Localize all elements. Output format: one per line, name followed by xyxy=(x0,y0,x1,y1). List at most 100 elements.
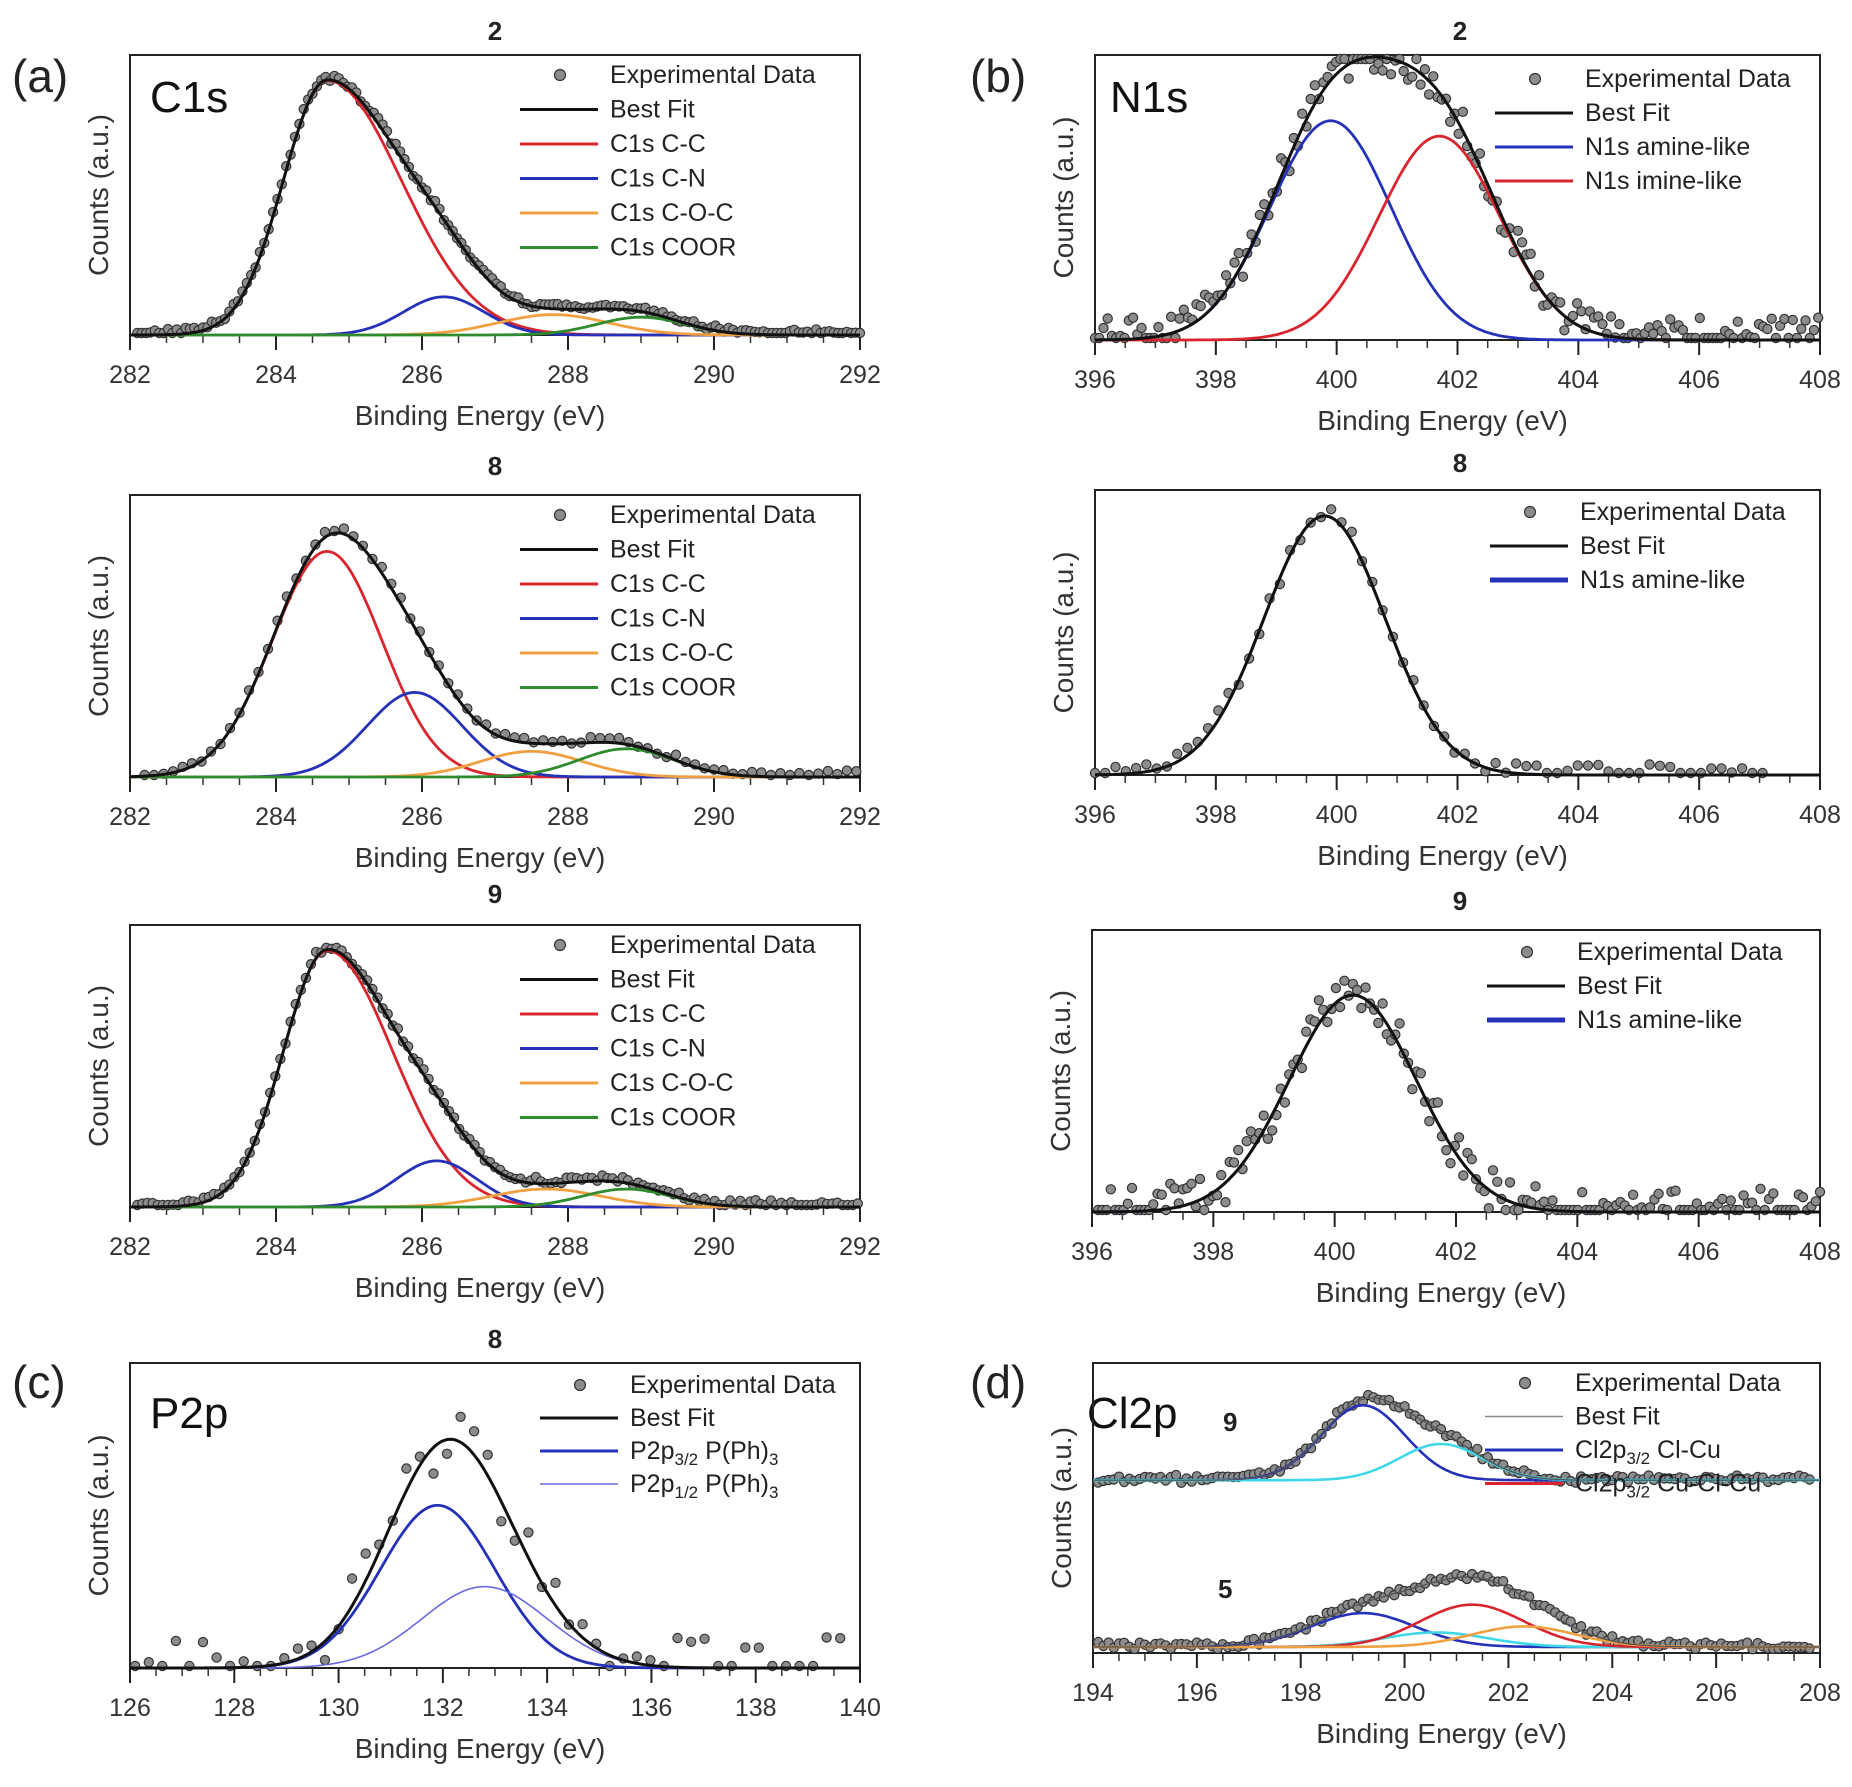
sample-title: 8 xyxy=(488,1324,502,1354)
data-point xyxy=(143,1656,154,1668)
data-point xyxy=(1732,316,1744,327)
x-tick-label: 398 xyxy=(1195,366,1237,394)
legend-label: C1s C-N xyxy=(610,165,706,193)
data-point xyxy=(1644,759,1655,770)
data-point xyxy=(1441,1144,1452,1156)
data-point xyxy=(1394,1018,1405,1029)
legend-label: Cl2p3/2 Cl-Cu xyxy=(1575,1436,1721,1468)
data-point xyxy=(1220,270,1232,281)
data-point xyxy=(1229,257,1240,268)
x-tick-label: 396 xyxy=(1074,366,1116,394)
data-point xyxy=(319,1654,331,1666)
data-point xyxy=(685,1636,697,1648)
data-point xyxy=(1445,1157,1456,1169)
data-point xyxy=(1521,760,1532,772)
data-point xyxy=(1415,1068,1427,1079)
data-point xyxy=(1808,324,1820,336)
data-point xyxy=(1156,1189,1168,1200)
data-point xyxy=(1492,1176,1503,1188)
data-point xyxy=(1738,1190,1749,1201)
x-tick-label: 292 xyxy=(839,1233,881,1261)
data-point xyxy=(1098,322,1109,334)
element-label: N1s xyxy=(1110,73,1188,122)
legend-marker xyxy=(553,938,567,952)
data-point xyxy=(1174,313,1185,324)
fit-curves xyxy=(1095,55,1820,342)
data-point xyxy=(1351,984,1363,996)
data-point xyxy=(1309,80,1321,91)
x-tick-label: 282 xyxy=(109,803,151,831)
data-point xyxy=(1804,1643,1815,1654)
data-points xyxy=(1092,1568,1815,1655)
data-point xyxy=(1241,1135,1252,1147)
x-tick-label: 290 xyxy=(693,803,735,831)
x-tick-label: 292 xyxy=(839,803,881,831)
data-point xyxy=(346,1573,358,1584)
data-point xyxy=(1377,998,1388,1009)
chart-b2: (b) N1s 2 396 398 400 402 404 406 408 Binding Ener… xyxy=(970,16,1841,436)
data-point xyxy=(1411,53,1422,65)
x-tick-label: 404 xyxy=(1556,1238,1598,1266)
data-point xyxy=(1148,1199,1159,1210)
legend-label: C1s C-C xyxy=(610,130,706,158)
panel-letter: (b) xyxy=(970,50,1026,102)
data-point xyxy=(1768,1188,1779,1199)
data-point xyxy=(1510,758,1522,769)
data-point xyxy=(1516,237,1528,248)
data-point xyxy=(441,1448,453,1460)
x-tick-label: 398 xyxy=(1195,801,1237,829)
data-point xyxy=(1766,313,1777,324)
data-point xyxy=(292,1643,304,1654)
x-tick-label: 286 xyxy=(401,1233,443,1261)
x-tick-label: 282 xyxy=(109,1233,151,1261)
legend: Experimental Data Best Fit C1s C-C C1s C-N C… xyxy=(520,931,816,1132)
data-point xyxy=(1105,1184,1117,1195)
x-tick-label: 290 xyxy=(693,1233,735,1261)
data-point xyxy=(1483,1202,1495,1214)
data-point xyxy=(1415,79,1426,90)
data-point xyxy=(1171,748,1183,760)
x-tick-label: 400 xyxy=(1316,801,1358,829)
data-point xyxy=(1531,760,1542,771)
data-point xyxy=(428,1468,439,1479)
legend-label: N1s amine-like xyxy=(1580,566,1745,594)
x-tick-label: 408 xyxy=(1799,801,1841,829)
data-point xyxy=(1360,982,1371,993)
legend-marker xyxy=(1528,72,1542,86)
data-point xyxy=(1716,763,1727,774)
data-point xyxy=(197,1636,209,1648)
data-point xyxy=(238,1656,249,1667)
data-point xyxy=(841,765,853,776)
data-point xyxy=(1423,89,1435,100)
x-tick-label: 288 xyxy=(547,361,589,389)
x-axis-label: Binding Energy (eV) xyxy=(355,400,606,431)
legend-label: Experimental Data xyxy=(1585,65,1791,93)
data-point xyxy=(1677,324,1689,336)
data-point xyxy=(1530,1181,1541,1192)
data-point xyxy=(1797,1191,1809,1203)
data-point xyxy=(851,766,862,777)
sample-title: 9 xyxy=(488,879,502,909)
x-tick-label: 286 xyxy=(401,361,443,389)
x-tick-label: 208 xyxy=(1799,1679,1841,1707)
data-point xyxy=(1215,1169,1227,1181)
data-point xyxy=(1593,311,1604,322)
x-tick-label: 288 xyxy=(547,1233,589,1261)
x-tick-label: 206 xyxy=(1695,1679,1737,1707)
legend-label: Experimental Data xyxy=(1577,938,1783,966)
data-point xyxy=(1322,1016,1333,1028)
y-axis-label: Counts (a.u.) xyxy=(1046,1427,1077,1589)
data-point xyxy=(1406,71,1418,83)
x-tick-label: 286 xyxy=(401,803,443,831)
x-tick-label: 398 xyxy=(1192,1238,1234,1266)
x-tick-label: 402 xyxy=(1435,1238,1477,1266)
legend: Experimental Data Best Fit C1s C-C C1s C-N C… xyxy=(520,61,816,262)
x-tick-label: 396 xyxy=(1074,801,1116,829)
legend-label: C1s COOR xyxy=(610,674,736,702)
best-fit-curve xyxy=(130,947,860,1209)
legend-label: Best Fit xyxy=(1585,99,1670,127)
data-point xyxy=(1343,73,1354,84)
data-point xyxy=(1300,1026,1312,1037)
